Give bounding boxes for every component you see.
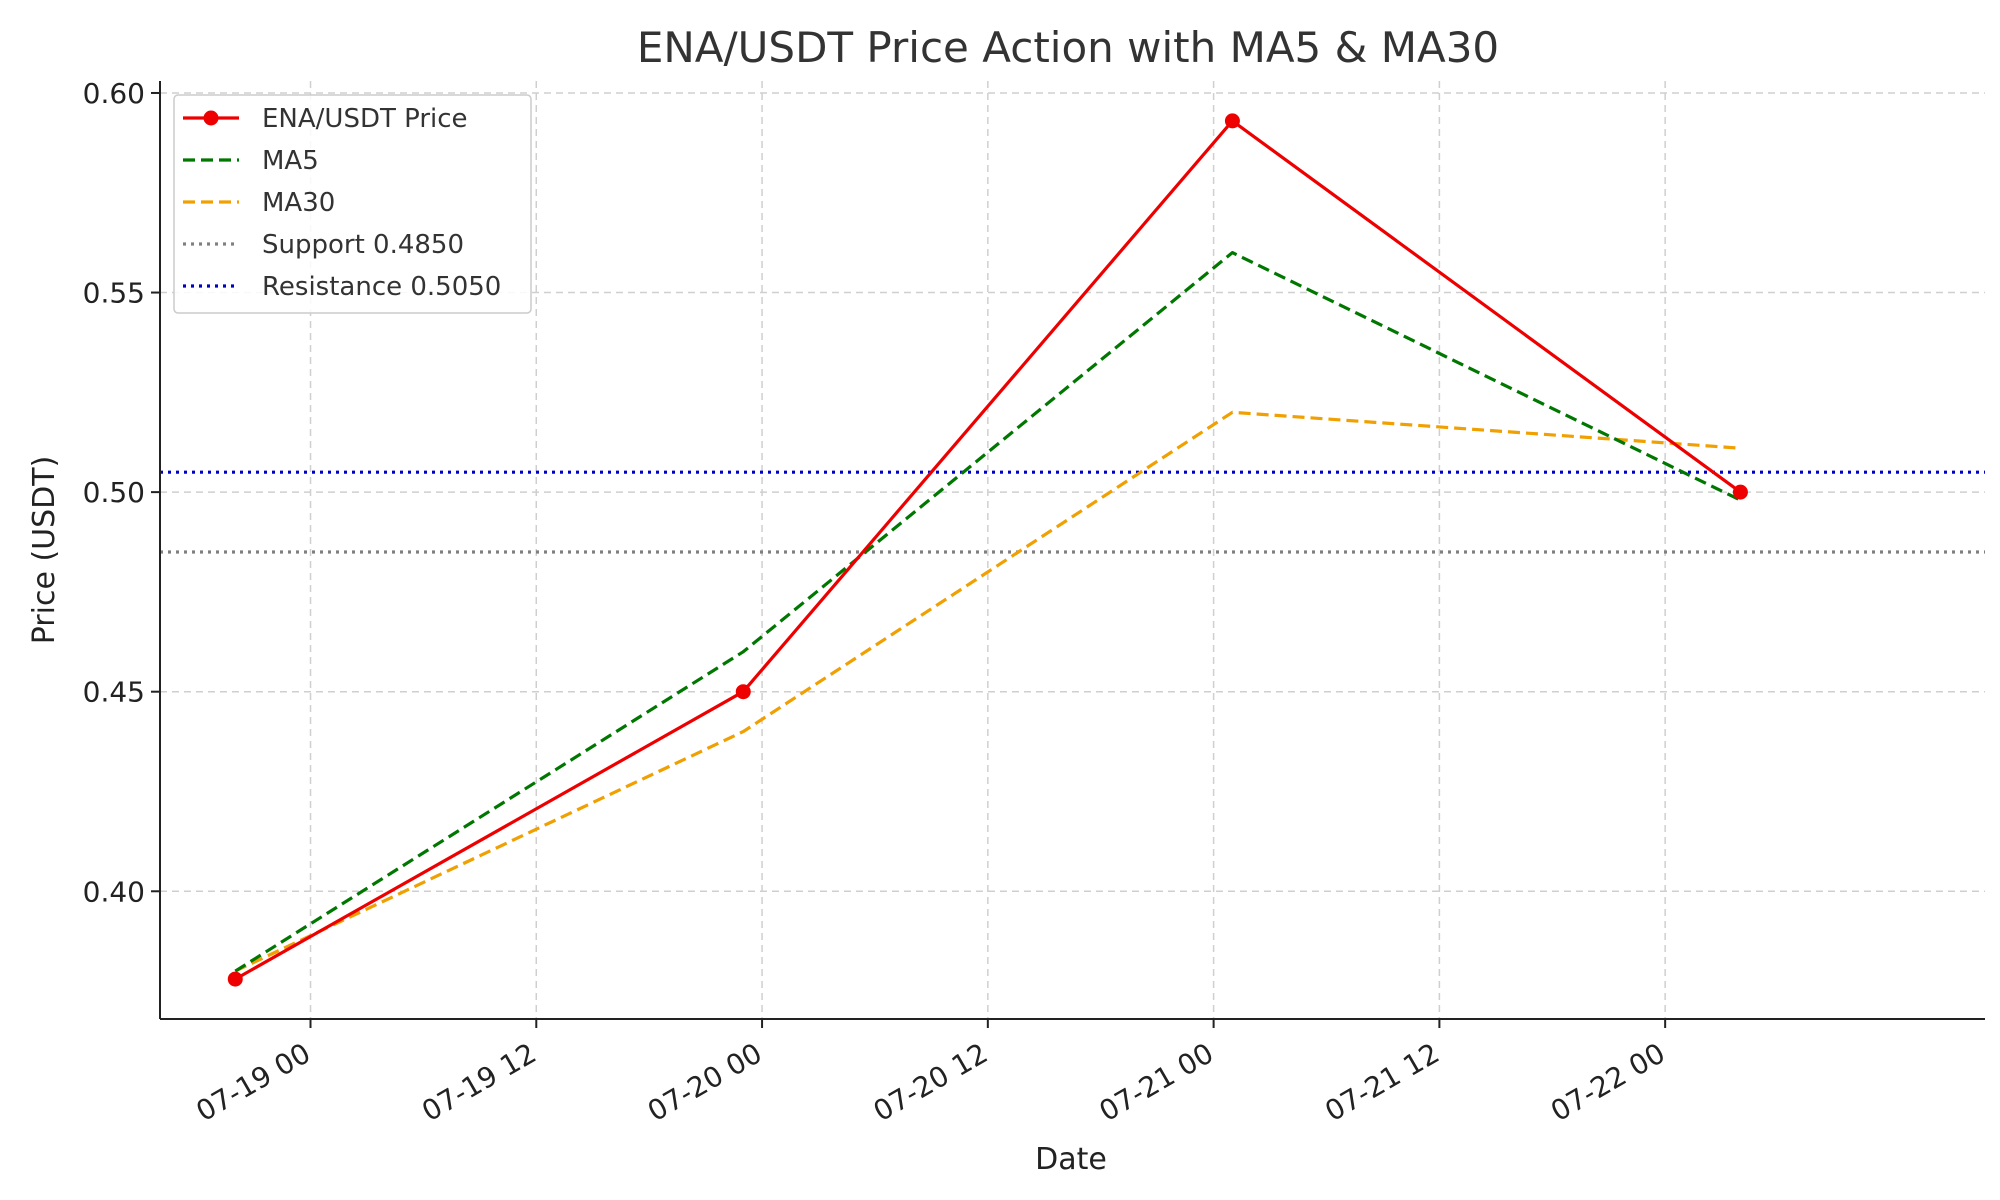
y-axis-ticks: 0.40 0.45 0.50 0.55 0.60 — [83, 77, 160, 908]
axes — [159, 81, 1985, 1020]
data-point — [227, 971, 243, 987]
chart-title: ENA/USDT Price Action with MA5 & MA30 — [637, 23, 1499, 72]
y-tick-label: 0.40 — [83, 875, 145, 908]
legend-label: ENA/USDT Price — [262, 104, 468, 134]
y-tick-label: 0.60 — [83, 77, 145, 110]
data-point — [735, 684, 751, 700]
series-line — [234, 410, 1741, 973]
legend-label: MA5 — [262, 146, 319, 176]
y-axis-label: Price (USDT) — [27, 456, 62, 645]
data-point — [1224, 113, 1240, 129]
y-tick-label: 0.55 — [83, 277, 145, 310]
legend-label: Resistance 0.5050 — [262, 272, 501, 302]
y-tick-label: 0.50 — [83, 476, 145, 509]
legend-frame — [173, 94, 532, 314]
legend-label: Support 0.4850 — [262, 230, 464, 260]
x-axis-label: Date — [1035, 1142, 1107, 1177]
legend-label: MA30 — [262, 188, 335, 218]
y-tick-label: 0.45 — [83, 676, 145, 709]
data-point — [1732, 484, 1748, 500]
legend: ENA/USDT Price MA5 MA30 Support 0.4850 Resis… — [173, 94, 532, 314]
legend-marker — [203, 110, 219, 126]
series-line — [234, 251, 1742, 973]
series-line — [234, 119, 1742, 981]
series-lines — [227, 113, 1748, 987]
